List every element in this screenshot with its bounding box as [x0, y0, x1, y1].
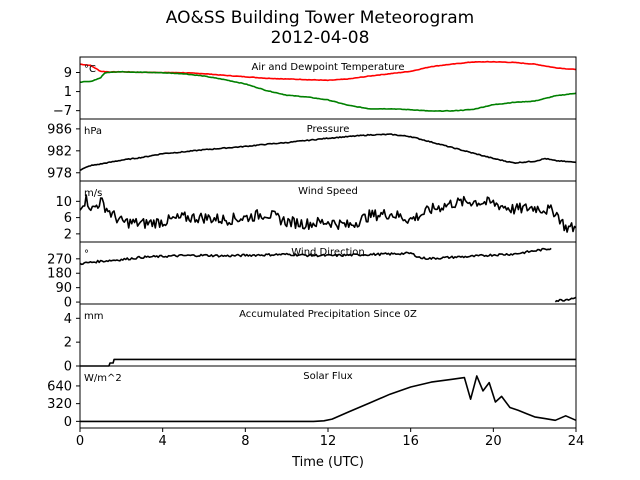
wind_speed-panel-title: Wind Speed [298, 186, 358, 197]
wind_direction-y-tick-label: 0 [64, 296, 72, 311]
x-axis-label: Time (UTC) [291, 455, 364, 470]
pressure-y-tick-label: 986 [47, 122, 72, 137]
pressure-y-tick-label: 978 [47, 166, 72, 181]
solar-y-tick-label: 0 [64, 415, 72, 430]
pressure-series-1-line [79, 133, 577, 172]
wind_speed-y-tick-label: 10 [55, 195, 72, 210]
precip-unit-label: mm [84, 311, 103, 322]
wind_direction-y-tick-label: 270 [47, 252, 72, 267]
wind_direction-series-2-line [554, 296, 577, 303]
temp-y-tick-label: 1 [64, 85, 72, 100]
wind_direction-series-1-line [79, 247, 552, 266]
x-tick-label: 4 [159, 434, 167, 449]
x-tick-label: 8 [241, 434, 249, 449]
solar-panel-title: Solar Flux [303, 371, 353, 382]
solar-y-tick-label: 320 [47, 397, 72, 412]
precip-y-tick-label: 4 [64, 312, 72, 327]
x-tick-label: 20 [485, 434, 502, 449]
wind_direction-panel-title: Wind Direction [291, 247, 365, 258]
temp-unit-label: °C [84, 64, 96, 75]
wind_direction-y-tick-label: 180 [47, 267, 72, 282]
wind_speed-unit-label: m/s [84, 188, 102, 199]
chart-subtitle: 2012-04-08 [270, 28, 370, 48]
temp-series-2-line [80, 70, 577, 112]
pressure-panel-title: Pressure [307, 124, 350, 135]
temp-y-tick-label: 9 [64, 66, 72, 81]
x-tick-label: 12 [320, 434, 337, 449]
x-tick-label: 0 [76, 434, 84, 449]
pressure-unit-label: hPa [84, 126, 102, 137]
pressure-y-tick-label: 982 [47, 144, 72, 159]
temp-panel-title: Air and Dewpoint Temperature [252, 62, 405, 73]
wind_speed-y-tick-label: 2 [64, 227, 72, 242]
temp-y-tick-label: −7 [53, 104, 72, 119]
solar-series-1-line [80, 375, 577, 423]
wind_direction-y-tick-label: 90 [55, 281, 72, 296]
x-tick-label: 16 [402, 434, 419, 449]
precip-panel-title: Accumulated Precipitation Since 0Z [239, 309, 417, 320]
chart-title: AO&SS Building Tower Meteorogram [165, 8, 475, 28]
wind_direction-unit-label: ° [84, 249, 89, 260]
wind_speed-series-1-line [79, 194, 577, 233]
precip-y-tick-label: 2 [64, 336, 72, 351]
precip-y-tick-label: 0 [64, 360, 72, 375]
precip-series-1-line [80, 358, 576, 367]
wind_speed-y-tick-label: 6 [64, 211, 72, 226]
solar-y-tick-label: 640 [47, 379, 72, 394]
x-tick-label: 24 [568, 434, 585, 449]
solar-unit-label: W/m^2 [84, 373, 122, 384]
